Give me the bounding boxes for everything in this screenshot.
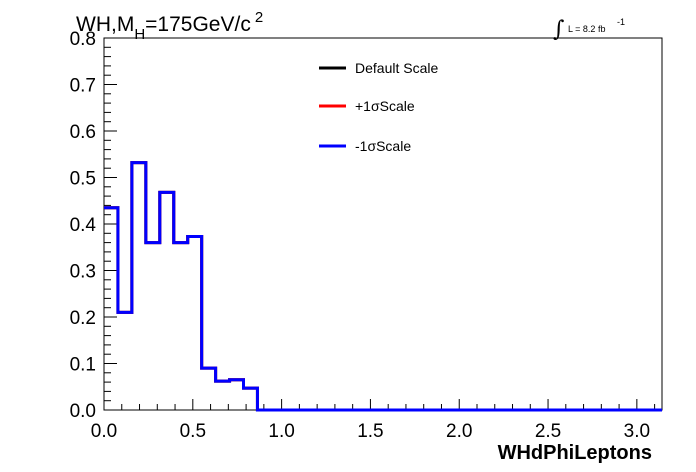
luminosity-label: ∫ L = 8.2 fb -1	[553, 17, 625, 42]
x-tick-label: 3.0	[624, 421, 650, 442]
series-line-minus-1sigma-scale	[104, 161, 662, 412]
series-layer	[104, 161, 662, 412]
x-tick-label: 0.0	[91, 421, 117, 442]
integral-sign: ∫	[553, 17, 565, 42]
x-tick-label: 1.0	[268, 421, 294, 442]
y-tick-label: 0.4	[70, 215, 97, 236]
luminosity-superscript: -1	[617, 17, 625, 27]
x-tick-label: 2.5	[535, 421, 561, 442]
legend-label-plus-1sigma-scale: +1σScale	[355, 98, 415, 114]
y-axis: 0.0 0.1 0.2 0.3 0.4 0.5 0.6 0.7 0.8	[70, 29, 117, 422]
title-superscript: 2	[255, 9, 263, 26]
y-tick-label: 0.5	[70, 169, 96, 190]
x-axis-label: WHdPhiLeptons	[498, 442, 652, 464]
y-tick-label: 0.6	[70, 122, 96, 143]
y-tick-label: 0.7	[70, 76, 96, 97]
y-tick-label: 0.0	[70, 401, 96, 422]
legend-label-default-scale: Default Scale	[355, 60, 438, 76]
y-tick-label: 0.2	[70, 308, 96, 329]
y-tick-label: 0.3	[70, 262, 96, 283]
x-tick-label: 1.5	[357, 421, 383, 442]
x-tick-label: 2.0	[446, 421, 472, 442]
legend-label-minus-1sigma-scale: -1σScale	[355, 138, 411, 154]
luminosity-text: L = 8.2 fb	[568, 24, 605, 34]
chart-title: WH,MH=175GeV/c 2	[76, 9, 263, 43]
x-tick-label: 0.5	[180, 421, 206, 442]
y-tick-label: 0.8	[70, 29, 96, 50]
y-tick-label: 0.1	[70, 355, 96, 376]
title-subscript: H	[134, 26, 145, 43]
x-axis: 0.0 0.5 1.0 1.5 2.0 2.5 3.0	[91, 399, 656, 442]
legend: Default Scale +1σScale -1σScale	[319, 60, 438, 154]
